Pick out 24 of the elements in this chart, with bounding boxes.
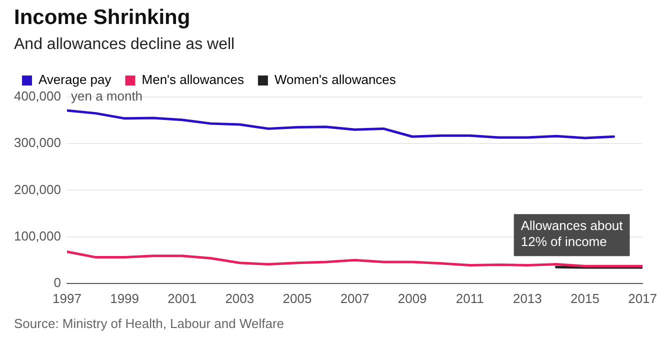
x-tick-label: 2017 (628, 290, 657, 306)
x-tick-label: 2013 (512, 290, 542, 306)
y-tick-label: 0 (54, 274, 61, 290)
x-tick-label: 2009 (398, 290, 427, 306)
legend-label: Average pay (38, 72, 112, 88)
legend-label: Men's allowances (142, 72, 244, 88)
x-tick-label: 1997 (52, 290, 82, 306)
x-tick-label: 2011 (456, 290, 484, 306)
x-tick-label: 2015 (570, 290, 600, 306)
x-tick-label: 2003 (225, 290, 254, 306)
y-tick-label: 200,000 (14, 182, 61, 197)
x-tick-label: 2001 (168, 290, 197, 306)
y-tick-label: 400,000 (14, 88, 61, 104)
y-tick-label: 100,000 (14, 228, 61, 244)
chart-title: Income Shrinking (14, 6, 190, 30)
annotation: Allowances about 12% of income (520, 218, 624, 250)
source-note: Source: Ministry of Health, Labour and Welfare (14, 316, 284, 331)
y-tick-label: 300,000 (14, 135, 61, 150)
x-tick-label: 2005 (282, 290, 312, 306)
x-tick-label: 2007 (340, 290, 370, 306)
y-axis-title: yen a month (70, 88, 143, 104)
legend-label: Women's allowances (274, 72, 396, 88)
x-tick-label: 1999 (110, 290, 140, 306)
chart-subtitle: And allowances decline as well (14, 36, 235, 54)
